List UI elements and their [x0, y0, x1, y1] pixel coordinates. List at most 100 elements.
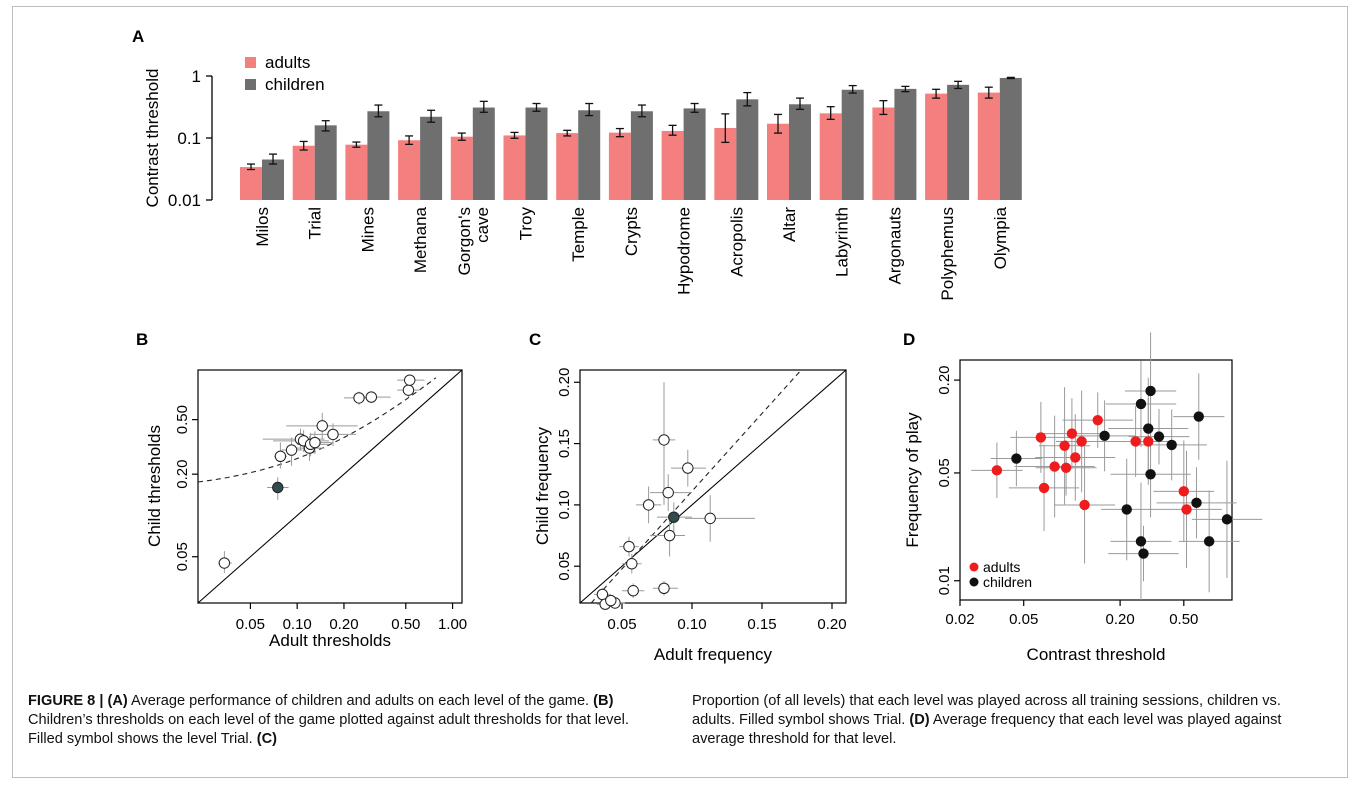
category-label: Polyphemus — [938, 207, 957, 301]
data-point-children — [1143, 423, 1154, 434]
category-label: Methana — [411, 206, 430, 273]
data-point — [353, 392, 365, 404]
bar-children — [841, 89, 864, 200]
caption-column-left: FIGURE 8 | (A) Average performance of ch… — [28, 692, 648, 749]
category-label: Gorgon's — [455, 207, 474, 275]
bar-children — [894, 88, 917, 200]
x-axis-label: Adult frequency — [654, 645, 773, 664]
bar-adults — [977, 92, 1000, 200]
panel-letter-a: A — [132, 27, 144, 46]
bar-adults — [714, 127, 737, 200]
panel-a-bar-chart: 0.01 0.1 1 Contrast threshold Milos Trial Mine… — [143, 53, 1022, 301]
category-label: Argonauts — [885, 207, 904, 285]
bar-adults — [661, 130, 684, 200]
legend-marker-adults — [969, 562, 979, 572]
data-point-children — [1145, 469, 1156, 480]
bar-children — [367, 111, 390, 200]
identity-line — [579, 369, 847, 604]
data-point-adults — [1066, 428, 1078, 439]
legend-marker-children — [969, 577, 979, 587]
category-label: Troy — [517, 207, 536, 241]
data-point-adults — [1070, 452, 1081, 463]
data-point — [627, 585, 639, 597]
legend-label-adults: adults — [983, 559, 1020, 575]
data-point-children — [1138, 548, 1149, 559]
data-point — [682, 462, 694, 474]
bar-adults — [240, 167, 262, 200]
data-point — [662, 486, 674, 499]
data-point — [658, 434, 670, 446]
data-point — [663, 529, 676, 542]
legend-label-adults: adults — [265, 53, 310, 72]
legend-swatch-adults — [245, 57, 256, 68]
bar-adults — [767, 123, 789, 200]
category-label: Hypodrome — [675, 207, 694, 295]
figure-8: A B C D 0.01 0.1 1 Contrast threshold Milos T… — [132, 27, 1263, 664]
y-tick-label: 0.10 — [556, 490, 573, 519]
panel-letter-d: D — [903, 330, 915, 349]
bar-children — [472, 107, 495, 200]
data-point-adults — [1076, 436, 1087, 447]
caption-column-right: Proportion (of all levels) that each lev… — [692, 692, 1312, 749]
data-point — [404, 374, 416, 386]
plot-box — [959, 359, 1233, 601]
bar-children — [420, 116, 443, 200]
x-tick-label: 1.00 — [438, 616, 467, 633]
identity-line — [197, 369, 463, 604]
fit-curve — [197, 377, 437, 483]
caption-ref-a: (A) — [107, 693, 128, 709]
bar-children — [630, 111, 653, 200]
x-tick-label: 0.20 — [817, 616, 846, 633]
data-point-children — [1221, 514, 1233, 525]
x-tick-label: 0.05 — [607, 616, 636, 633]
category-label: Altar — [780, 207, 799, 242]
data-point-adults — [1143, 436, 1154, 447]
category-label: Mines — [358, 207, 377, 252]
data-point-filled — [668, 511, 680, 523]
bar-children — [947, 84, 970, 200]
data-point-adults — [1049, 461, 1060, 472]
bar-children — [683, 108, 706, 200]
data-point — [623, 540, 635, 553]
data-point-children — [1193, 411, 1204, 422]
data-point — [605, 594, 617, 607]
y-tick-label: 0.05 — [556, 552, 573, 581]
bar-adults — [608, 132, 631, 200]
y-axis-label: Child frequency — [533, 426, 552, 545]
bar-children — [736, 99, 759, 200]
x-tick-label: 0.20 — [329, 616, 358, 633]
y-tick-label: 0.05 — [174, 542, 191, 571]
data-point — [274, 450, 287, 463]
bar-children — [578, 110, 601, 200]
data-point — [309, 436, 321, 449]
category-label: Milos — [253, 207, 272, 247]
bar-adults — [503, 135, 526, 200]
caption-text-b: Children’s thresholds on each level of t… — [28, 712, 629, 747]
data-point — [365, 391, 378, 403]
bar-adults — [345, 144, 368, 200]
panel-letter-c: C — [529, 330, 541, 349]
data-point-adults — [1038, 482, 1050, 494]
category-label: cave — [473, 207, 492, 243]
x-tick-label: 0.10 — [283, 616, 312, 633]
panel-d-scatter: 0.02 0.05 0.20 0.50 0.01 0.05 0.20 Contrast thr… — [903, 332, 1263, 664]
x-axis-label: Adult thresholds — [269, 631, 391, 650]
y-tick-label: 0.50 — [174, 405, 191, 434]
bar-adults — [925, 93, 948, 200]
data-point — [704, 512, 716, 525]
bar-adults — [556, 133, 579, 200]
plot-box — [197, 369, 463, 604]
data-point-adults — [1178, 486, 1190, 497]
figure-frame — [12, 6, 1348, 778]
y-axis-label: Contrast threshold — [143, 69, 162, 208]
data-point — [327, 428, 339, 441]
y-tick-label: 0.1 — [177, 129, 201, 148]
x-axis-label: Contrast threshold — [1027, 645, 1166, 664]
data-point-children — [1166, 439, 1177, 451]
category-label: Crypts — [622, 207, 641, 256]
x-tick-label: 0.50 — [391, 616, 420, 633]
data-point-children — [1121, 504, 1132, 515]
y-axis-label: Child thresholds — [145, 425, 164, 547]
bar-children — [999, 77, 1022, 200]
